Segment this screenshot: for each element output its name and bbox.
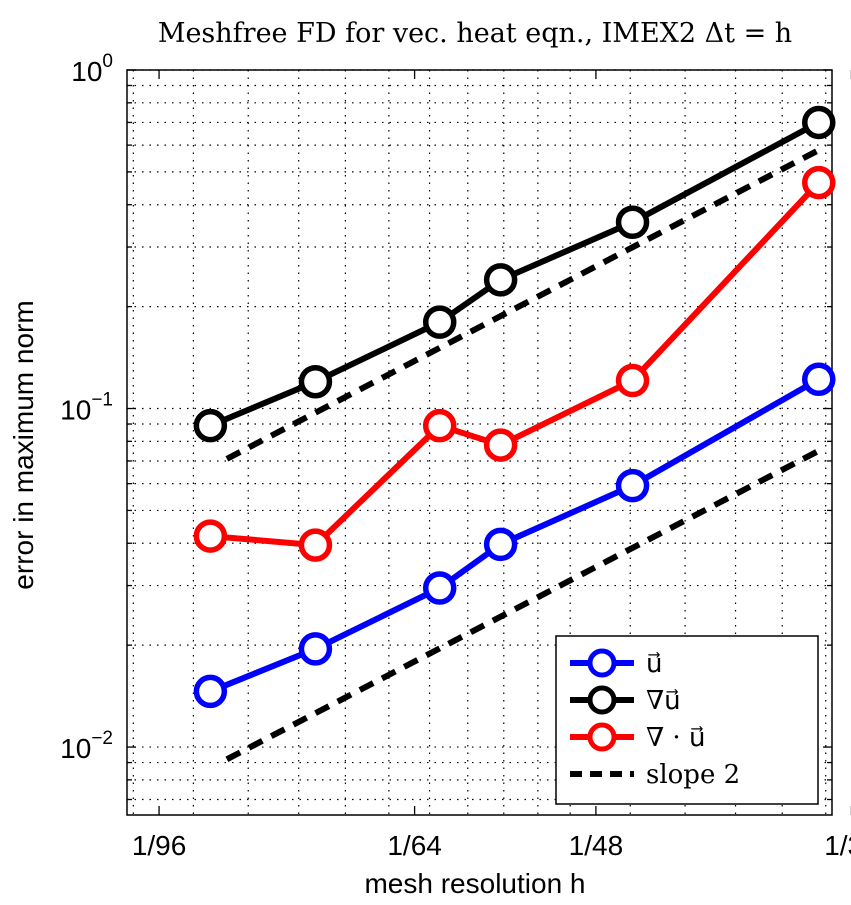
- axes-box: [126, 69, 833, 816]
- y-tick-label: 10−2: [60, 728, 113, 764]
- x-axis-label: mesh resolution h: [364, 868, 585, 899]
- legend-label: u⃗: [646, 649, 662, 679]
- data-point-2: [615, 363, 650, 398]
- plot-frame: [126, 69, 851, 816]
- data-point-0: [298, 632, 333, 666]
- legend-label: ∇ · u⃗: [646, 723, 705, 753]
- legend-swatch-marker: [587, 685, 617, 715]
- x-tick-label: 1/48: [569, 830, 624, 861]
- legend-swatch-marker: [587, 648, 617, 678]
- data-point-1: [802, 105, 836, 140]
- series-line-0: [209, 376, 821, 695]
- chart-title: Meshfree FD for vec. heat eqn., IMEX2 Δt…: [158, 18, 792, 49]
- slope-2-reference-line: [225, 448, 821, 762]
- y-tick-label: 100: [71, 51, 113, 87]
- data-point-1: [298, 364, 333, 399]
- series-line-2: [210, 180, 821, 549]
- data-point-2: [193, 519, 228, 553]
- data-point-0: [615, 468, 650, 503]
- data-point-1: [193, 408, 228, 443]
- data-point-2: [422, 408, 457, 443]
- grid-lines: [127, 69, 832, 815]
- legend-label: ∇u⃗: [646, 686, 681, 716]
- y-axis-label: error in maximum norm: [8, 300, 39, 589]
- legend-swatch-marker: [587, 722, 617, 752]
- axis-ticks: 1/96 1/64 1/48 1/32 10−2 10−1 100: [60, 51, 851, 861]
- data-point-1: [483, 263, 518, 297]
- y-tick-label: 10−1: [60, 390, 113, 426]
- legend: u⃗ ∇u⃗ ∇ · u⃗ slope 2: [555, 635, 819, 805]
- data-point-2: [483, 428, 518, 462]
- data-point-0: [193, 674, 228, 709]
- legend-label: slope 2: [646, 760, 740, 790]
- data-series: [193, 105, 836, 762]
- data-point-2: [802, 165, 836, 200]
- data-point-1: [422, 305, 457, 339]
- x-tick-label: 1/96: [132, 830, 187, 861]
- data-point-2: [298, 528, 333, 562]
- data-point-0: [802, 362, 836, 397]
- data-point-0: [483, 527, 518, 562]
- x-tick-label: 1/64: [387, 830, 442, 861]
- series-line-1: [209, 119, 821, 429]
- data-point-1: [615, 205, 650, 240]
- slope-2-reference-line: [225, 147, 821, 462]
- x-tick-label: 1/32: [824, 830, 851, 861]
- data-point-0: [422, 571, 457, 605]
